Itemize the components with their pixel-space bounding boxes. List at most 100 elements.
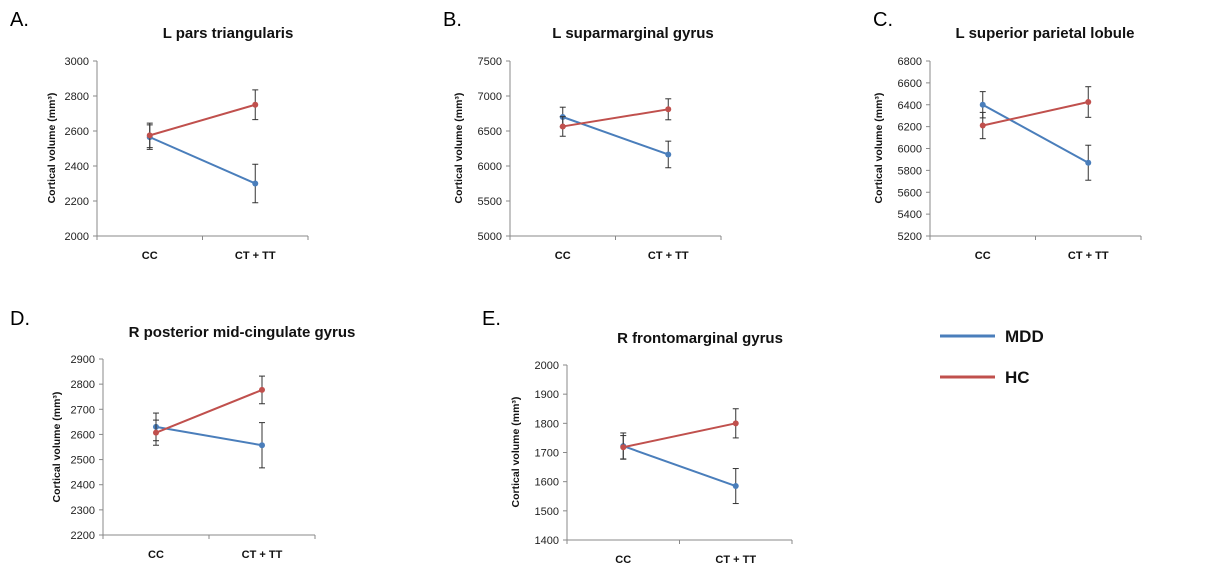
series-hc	[979, 86, 1092, 140]
y-tick-label: 7500	[478, 56, 502, 68]
y-tick-label: 5600	[898, 187, 922, 199]
series-line-hc	[149, 103, 256, 137]
data-point-mdd	[259, 442, 265, 449]
panel-letter: D.	[10, 308, 30, 330]
y-tick-label: 1500	[535, 506, 559, 518]
data-point-hc	[153, 429, 159, 436]
chart-title: R posterior mid-cingulate gyrus	[129, 324, 356, 341]
y-tick-label: 6400	[898, 100, 922, 112]
data-point-hc	[559, 123, 566, 130]
y-tick-label: 2900	[71, 354, 95, 366]
y-tick-label: 5500	[478, 196, 502, 208]
y-tick-label: 6200	[898, 122, 922, 134]
y-axis-label: Cortical volume (mm³)	[453, 93, 465, 204]
y-tick-label: 1900	[535, 389, 559, 401]
y-tick-label: 1700	[535, 448, 559, 460]
y-tick-label: 1400	[535, 535, 559, 547]
panel-letter: A.	[10, 9, 29, 31]
y-tick-label: 2500	[71, 455, 95, 467]
series-mdd	[559, 106, 672, 169]
series-mdd	[153, 412, 265, 469]
y-tick-label: 7000	[478, 91, 502, 103]
y-tick-label: 6000	[898, 144, 922, 156]
y-tick-label: 5800	[898, 165, 922, 177]
panel-letter: E.	[482, 308, 501, 330]
chart-panel-d: D. R posterior mid-cingulate gyrus 2200 230…	[10, 308, 355, 561]
data-point-hc	[1085, 99, 1092, 106]
series-hc	[620, 408, 739, 460]
chart-title: R frontomarginal gyrus	[617, 330, 783, 347]
series-line-hc	[623, 422, 736, 449]
chart-panel-a: A. L pars triangularis 2000 2200 2400 2600 280…	[10, 9, 309, 262]
y-tick-label: 2000	[535, 360, 559, 372]
legend-label-hc: HC	[1005, 368, 1030, 387]
x-tick-label: CC	[555, 250, 571, 262]
y-tick-label: 2700	[71, 404, 95, 416]
x-tick-label: CT + TT	[242, 549, 283, 561]
x-tick-label: CT + TT	[648, 250, 689, 262]
y-tick-label: 6500	[478, 126, 502, 138]
y-tick-label: 2200	[71, 530, 95, 542]
chart-title: L pars triangularis	[163, 25, 294, 42]
data-point-hc	[620, 444, 627, 451]
data-point-mdd	[732, 483, 739, 490]
y-tick-label: 5400	[898, 209, 922, 221]
y-tick-label: 2800	[71, 379, 95, 391]
y-tick-label: 2600	[71, 429, 95, 441]
y-tick-label: 6600	[898, 78, 922, 90]
y-axis-label: Cortical volume (mm³)	[51, 392, 63, 503]
y-tick-label: 1600	[535, 477, 559, 489]
x-tick-label: CT + TT	[235, 250, 276, 262]
data-point-hc	[252, 101, 259, 108]
chart-panel-e: E. R frontomarginal gyrus 1400 1500 1600 1700…	[482, 308, 793, 566]
data-point-hc	[259, 386, 265, 393]
data-point-mdd	[252, 180, 259, 187]
y-tick-label: 2300	[71, 505, 95, 517]
y-axis-label: Cortical volume (mm³)	[873, 93, 885, 204]
series-mdd	[146, 124, 259, 204]
chart-panel-b: B. L suparmarginal gyrus 5000 5500 6000 6500 7…	[443, 9, 722, 262]
series-line-hc	[155, 388, 263, 434]
y-tick-label: 6000	[478, 161, 502, 173]
data-point-hc	[979, 122, 986, 129]
series-hc	[153, 375, 265, 446]
x-tick-label: CT + TT	[1068, 250, 1109, 262]
y-tick-label: 2000	[65, 231, 89, 243]
panel-letter: C.	[873, 9, 893, 31]
x-tick-label: CC	[975, 250, 991, 262]
data-point-mdd	[1085, 159, 1092, 166]
series-line-mdd	[562, 116, 669, 156]
y-axis-label: Cortical volume (mm³)	[46, 93, 58, 204]
series-line-mdd	[155, 425, 263, 447]
series-line-hc	[982, 101, 1089, 127]
legend-label-mdd: MDD	[1005, 327, 1044, 346]
y-tick-label: 2400	[65, 161, 89, 173]
data-point-mdd	[665, 151, 672, 158]
data-point-hc	[732, 420, 739, 427]
x-tick-label: CC	[142, 250, 158, 262]
series-line-mdd	[622, 445, 737, 487]
y-tick-label: 5000	[478, 231, 502, 243]
series-line-hc	[562, 108, 669, 128]
chart-title: L superior parietal lobule	[956, 25, 1135, 42]
y-tick-label: 2400	[71, 480, 95, 492]
chart-title: L suparmarginal gyrus	[552, 25, 713, 42]
x-tick-label: CT + TT	[715, 554, 756, 564]
y-tick-label: 2200	[65, 196, 89, 208]
chart-panel-c: C. L superior parietal lobule 5200 5400 5600…	[873, 9, 1142, 262]
y-tick-label: 2600	[65, 126, 89, 138]
data-point-hc	[665, 106, 672, 113]
series-hc	[146, 89, 259, 149]
x-tick-label: CC	[615, 554, 631, 564]
legend: MDD HC	[940, 327, 1044, 387]
series-line-mdd	[982, 103, 1089, 164]
panel-letter: B.	[443, 9, 462, 31]
data-point-mdd	[979, 101, 986, 108]
y-tick-label: 3000	[65, 56, 89, 68]
y-axis-label: Cortical volume (mm³)	[510, 397, 522, 508]
series-hc	[559, 98, 672, 137]
x-tick-label: CC	[148, 549, 164, 561]
y-tick-label: 6800	[898, 56, 922, 68]
y-tick-label: 5200	[898, 231, 922, 243]
